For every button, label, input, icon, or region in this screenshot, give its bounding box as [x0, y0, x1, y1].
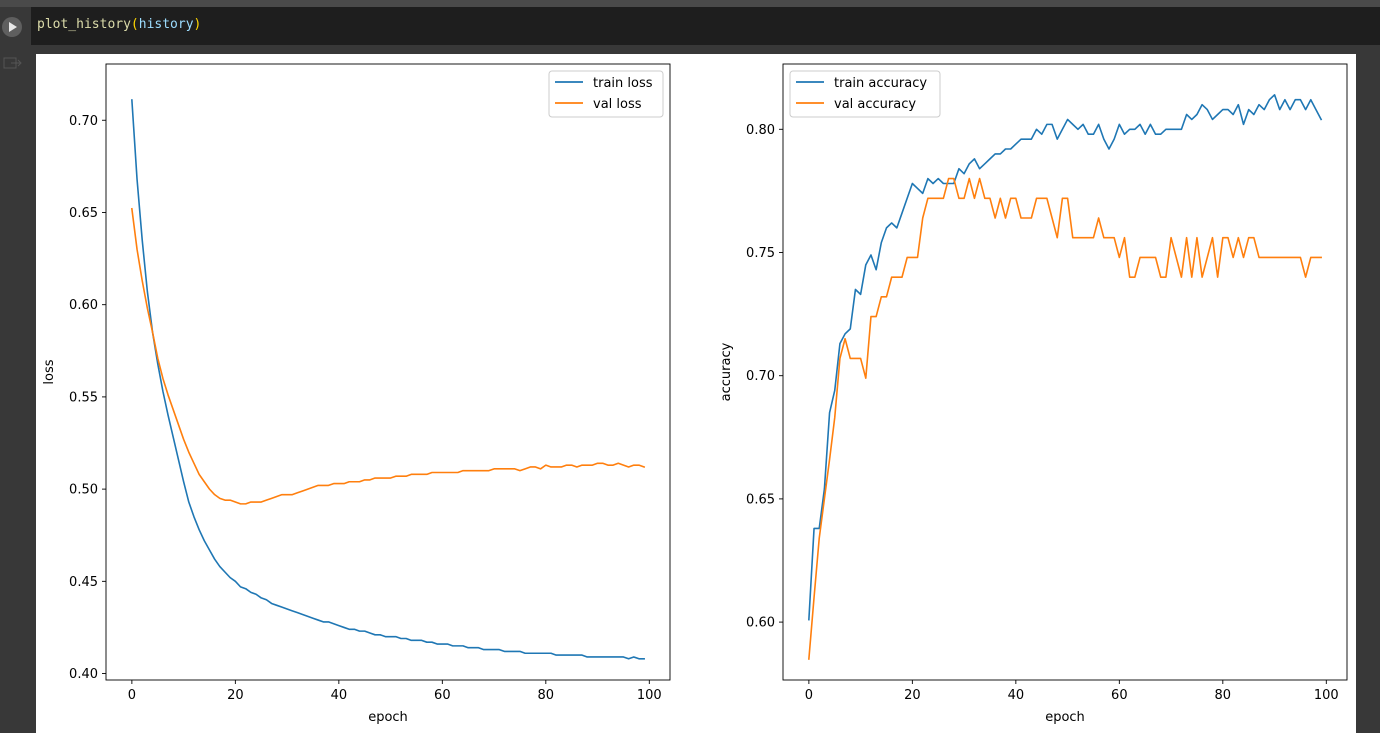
y-tick-label: 0.65	[69, 206, 98, 221]
x-tick-label: 80	[538, 688, 555, 703]
y-tick-label: 0.75	[746, 246, 775, 261]
y-axis-label: accuracy	[719, 342, 734, 401]
axes-frame	[105, 63, 671, 681]
x-tick-label: 80	[1215, 688, 1232, 703]
y-tick-label: 0.60	[69, 298, 98, 313]
y-axis-label: loss	[42, 359, 57, 384]
x-tick-label: 40	[1008, 688, 1025, 703]
x-tick-label: 60	[1111, 688, 1128, 703]
y-tick-label: 0.45	[69, 575, 98, 590]
chart-0: 0 20 40 60 80 100 0.40 0.45 0.50 0.55 0.60 0.65 0.70…	[42, 63, 671, 725]
axes-frame	[782, 63, 1348, 681]
x-axis-label: epoch	[1045, 710, 1085, 725]
x-tick-label: 40	[331, 688, 348, 703]
x-tick-label: 60	[434, 688, 451, 703]
cell-gutter	[0, 7, 31, 733]
chart-1: 0 20 40 60 80 100 0.60 0.65 0.70 0.75 0.80 epoch acc…	[719, 63, 1348, 725]
code-close-paren: )	[193, 17, 202, 32]
legend-label: train loss	[593, 76, 653, 91]
legend-label: train accuracy	[834, 76, 927, 91]
legend-box	[789, 70, 941, 118]
window-top-strip	[0, 0, 1380, 7]
code-cell[interactable]: plot_history(history)	[31, 7, 1380, 45]
x-tick-label: 0	[128, 688, 136, 703]
x-axis-label: epoch	[368, 710, 408, 725]
y-tick-label: 0.60	[746, 616, 775, 631]
series-line	[131, 99, 645, 660]
x-tick-label: 100	[637, 688, 662, 703]
x-tick-label: 20	[227, 688, 244, 703]
run-cell-button[interactable]	[2, 17, 22, 37]
x-tick-label: 0	[805, 688, 813, 703]
figure: 0 20 40 60 80 100 0.40 0.45 0.50 0.55 0.60 0.65 0.70…	[42, 63, 1348, 725]
series-line	[130, 207, 646, 505]
x-tick-label: 20	[904, 688, 921, 703]
y-tick-label: 0.80	[746, 123, 775, 138]
right-scroll-region	[1356, 45, 1380, 733]
legend-label: val loss	[593, 97, 642, 112]
y-tick-label: 0.65	[746, 492, 775, 507]
play-icon	[9, 22, 17, 32]
legend: train accuracy val accuracy	[789, 70, 941, 118]
series-line	[808, 177, 1322, 660]
y-tick-label: 0.55	[69, 390, 98, 405]
x-tick-label: 100	[1314, 688, 1339, 703]
code-argument: history	[138, 17, 194, 32]
y-tick-label: 0.70	[746, 369, 775, 384]
y-tick-label: 0.70	[69, 114, 98, 129]
code-line[interactable]: plot_history(history)	[37, 17, 201, 32]
series-line	[808, 93, 1323, 621]
legend-label: val accuracy	[834, 97, 916, 112]
code-open-paren: (	[130, 17, 139, 32]
cell-output: 0 20 40 60 80 100 0.40 0.45 0.50 0.55 0.60 0.65 0.70…	[36, 54, 1356, 733]
legend: train loss val loss	[548, 70, 664, 118]
y-tick-label: 0.40	[69, 667, 98, 682]
code-function-name: plot_history	[37, 17, 131, 32]
y-tick-label: 0.50	[69, 483, 98, 498]
output-arrow-icon	[3, 57, 22, 69]
